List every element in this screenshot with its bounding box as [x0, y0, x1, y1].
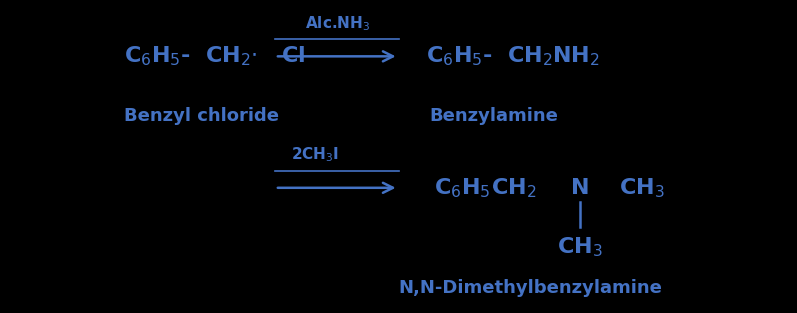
- Text: CH$_3$: CH$_3$: [618, 176, 665, 200]
- Text: CH$_2$: CH$_2$: [492, 176, 536, 200]
- Text: N,N-Dimethylbenzylamine: N,N-Dimethylbenzylamine: [398, 279, 662, 297]
- Text: CH$_3$: CH$_3$: [557, 235, 603, 259]
- Text: Alc.NH$_3$: Alc.NH$_3$: [304, 14, 370, 33]
- Text: C$_6$H$_5$-  CH$_2$$\cdot$   Cl: C$_6$H$_5$- CH$_2$$\cdot$ Cl: [124, 44, 304, 68]
- Text: N: N: [571, 178, 590, 198]
- Text: Benzyl chloride: Benzyl chloride: [124, 107, 278, 125]
- Text: 2CH$_3$I: 2CH$_3$I: [291, 146, 339, 164]
- Text: C$_6$H$_5$-  CH$_2$NH$_2$: C$_6$H$_5$- CH$_2$NH$_2$: [426, 44, 600, 68]
- Text: Benzylamine: Benzylamine: [430, 107, 559, 125]
- Text: C$_6$H$_5$$\cdot$: C$_6$H$_5$$\cdot$: [434, 176, 497, 200]
